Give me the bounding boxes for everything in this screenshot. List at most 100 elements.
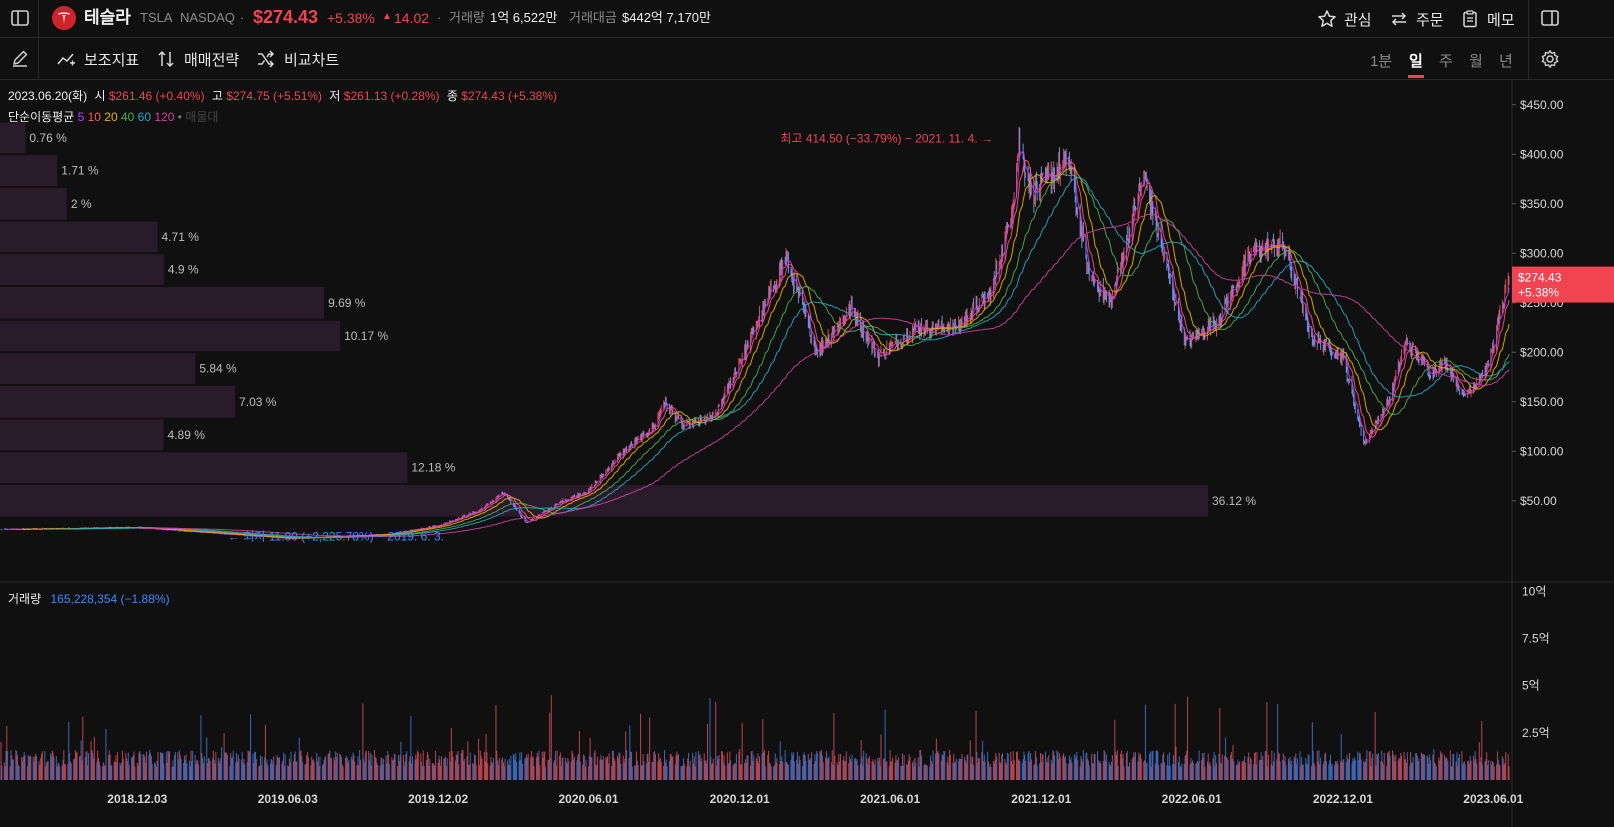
x-tick-label: 2023.06.01 — [1463, 792, 1523, 806]
period-month[interactable]: 월 — [1469, 53, 1483, 70]
ma-line-40 — [46, 173, 1510, 539]
volume-profile-label: 7.03 % — [239, 395, 277, 409]
indicator-label: 보조지표 — [84, 51, 140, 69]
ma-period-20: 20 — [100, 110, 118, 124]
x-tick-label: 2021.06.01 — [860, 792, 920, 806]
volume-profile-label: 36.12 % — [1212, 494, 1256, 508]
amount-label: 거래대금 — [569, 10, 617, 25]
high-annotation: 최고 414.50 (−33.79%) − 2021. 11. 4. → — [780, 131, 993, 145]
trend-plus-icon — [57, 53, 75, 66]
order-label: 주문 — [1416, 11, 1444, 29]
ma-label: 단순이동평균 — [8, 110, 75, 124]
pencil-icon[interactable] — [10, 48, 30, 68]
volume-profile-label: 0.76 % — [29, 131, 67, 145]
watch-button[interactable]: 관심 — [1317, 6, 1372, 32]
period-day[interactable]: 일 — [1409, 53, 1423, 70]
memo-button[interactable]: 메모 — [1460, 6, 1515, 32]
low-value: $261.13 (+0.28%) — [343, 89, 440, 103]
ma-legend[interactable]: 단순이동평균 5 10 20 40 60 120 • 매물대 — [8, 108, 218, 125]
period-year[interactable]: 년 — [1499, 53, 1513, 70]
volume-profile-bar — [0, 187, 67, 220]
volume-label: 거래량 — [449, 10, 485, 25]
ma-period-120: 120 — [151, 110, 175, 124]
volume-profile-label: 10.17 % — [344, 329, 388, 343]
low-label: 저 — [329, 89, 341, 103]
volume-bars — [0, 695, 1510, 780]
chart-canvas[interactable]: 0.76 % 1.71 % 2 % 4.71 % 4.9 % 9.69 % 10.17 % 5… — [0, 80, 1614, 827]
y-tick-label: $400.00 — [1520, 147, 1564, 161]
amount-value: $442억 7,170만 — [622, 10, 711, 25]
volume-panel-value: 165,228,354 (−1.88%) — [50, 592, 170, 606]
volume-profile-bar — [0, 385, 236, 418]
volume-profile-label: 4.9 % — [168, 263, 199, 277]
strategy-button[interactable]: 매매전략 — [156, 48, 239, 70]
volume-tick-label: 5억 — [1522, 679, 1540, 693]
volume-profile-label: 4.89 % — [168, 428, 206, 442]
y-tick-label: $50.00 — [1520, 494, 1557, 508]
volume-profile-bar — [0, 122, 26, 154]
chart-toolbar — [0, 38, 1614, 80]
annotations: 최고 414.50 (−33.79%) − 2021. 11. 4. → ← 최저… — [228, 131, 1614, 543]
up-triangle-icon: ▲ — [382, 11, 392, 22]
compare-label: 비교차트 — [284, 51, 340, 69]
ohlc-line: 2023.06.20(화) 시 $261.46 (+0.40%) 고 $274.… — [8, 87, 557, 104]
strategy-label: 매매전략 — [184, 51, 240, 69]
open-value: $261.46 (+0.40%) — [108, 89, 205, 103]
legend-dot: • — [177, 110, 182, 124]
y-tick-label: $450.00 — [1520, 98, 1564, 112]
change-percent: +5.38% — [327, 10, 375, 26]
volume-profile-label: 4.71 % — [162, 230, 200, 244]
ma-period-60: 60 — [134, 110, 152, 124]
volume-profile-bar — [0, 320, 341, 352]
sidebar-toggle-icon[interactable] — [10, 8, 30, 28]
y-tick-label: $350.00 — [1520, 197, 1564, 211]
volume-panel-label: 거래량 — [8, 592, 42, 606]
watch-label: 관심 — [1344, 11, 1372, 29]
volume-profile-bar — [0, 419, 164, 451]
star-icon — [1318, 10, 1336, 27]
x-tick-label: 2019.06.03 — [258, 792, 318, 806]
price-tag-change: +5.38% — [1518, 286, 1559, 300]
ma-period-5: 5 — [77, 110, 85, 124]
volume-profile-label: 매물대 — [185, 110, 219, 124]
period-1min[interactable]: 1분 — [1370, 53, 1393, 70]
y-tick-label: $300.00 — [1520, 246, 1564, 260]
ma-periods: 5 10 20 40 60 120 — [78, 110, 175, 124]
sort-arrows-icon — [158, 50, 174, 68]
gear-icon[interactable] — [1540, 49, 1560, 69]
open-label: 시 — [94, 89, 106, 103]
clipboard-icon — [1463, 10, 1477, 28]
ticker: TSLA — [140, 10, 173, 25]
header-bar: 테슬라 TSLA NASDAQ · $274.43 +5.38% ▲ 14.02… — [0, 0, 1614, 38]
volume-tick-label: 7.5억 — [1522, 632, 1550, 646]
x-tick-label: 2022.06.01 — [1162, 792, 1222, 806]
volume-profile-bar — [0, 155, 58, 186]
period-week[interactable]: 주 — [1439, 53, 1453, 70]
stock-name: 테슬라 — [84, 8, 131, 27]
indicator-button[interactable]: 보조지표 — [56, 48, 139, 70]
tesla-logo-icon — [52, 6, 76, 30]
compare-button[interactable]: 비교차트 — [256, 48, 339, 70]
change-amount: 14.02 — [394, 10, 430, 26]
volume-profile-label: 5.84 % — [199, 362, 237, 376]
volume-profile-label: 12.18 % — [411, 461, 455, 475]
volume-profile-bar — [0, 452, 408, 483]
close-value: $274.43 (+5.38%) — [461, 89, 558, 103]
x-tick-label: 2020.12.01 — [710, 792, 770, 806]
panel-toggle-icon[interactable] — [1540, 8, 1560, 28]
x-tick-label: 2020.06.01 — [558, 792, 618, 806]
ma-line-120 — [139, 213, 1510, 538]
current-price: $274.43 — [253, 7, 319, 27]
price-tag-box — [1512, 266, 1614, 303]
separator-dot: · — [437, 10, 442, 25]
exchange: NASDAQ — [180, 10, 235, 25]
memo-label: 메모 — [1487, 11, 1515, 29]
ma-line-20 — [23, 167, 1510, 539]
close-label: 종 — [446, 89, 458, 103]
volume-profile: 0.76 % 1.71 % 2 % 4.71 % 4.9 % 9.69 % 10.17 % 5… — [0, 122, 1256, 517]
volume-profile-bar — [0, 221, 158, 253]
order-button[interactable]: 주문 — [1389, 6, 1444, 32]
x-tick-label: 2022.12.01 — [1313, 792, 1373, 806]
shuffle-icon — [258, 50, 275, 68]
volume-panel-header: 거래량 165,228,354 (−1.88%) — [8, 590, 170, 607]
